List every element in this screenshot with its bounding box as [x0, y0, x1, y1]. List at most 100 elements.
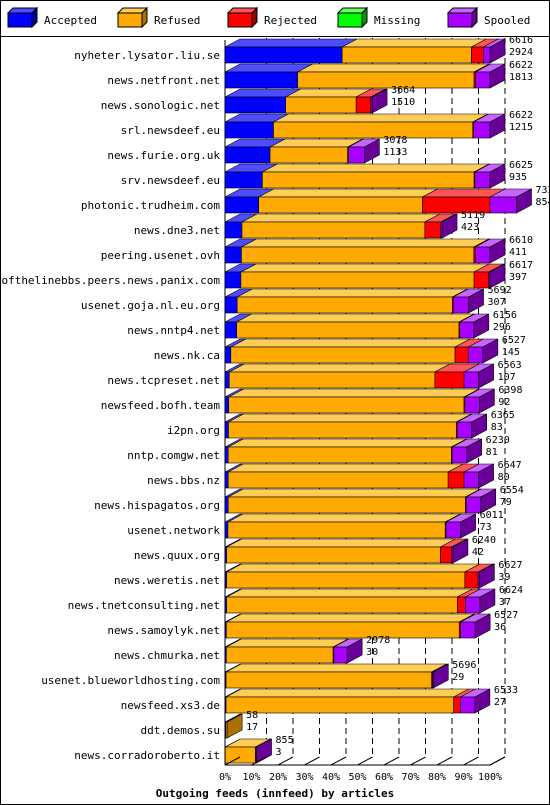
row-label: i2pn.org — [167, 424, 220, 437]
legend-swatch — [227, 12, 253, 28]
legend-item-missing: Missing — [336, 6, 420, 29]
bar-segment-refused — [227, 488, 481, 514]
bar-side — [460, 513, 476, 539]
legend-item-accepted: Accepted — [6, 6, 97, 29]
bar-face — [224, 221, 243, 239]
bar-face — [452, 296, 469, 314]
bar-segment-refused — [228, 363, 451, 389]
bar-face — [241, 221, 426, 239]
bar-top — [228, 463, 464, 473]
legend: Accepted Refused Rejected Missing Spooled — [6, 6, 530, 29]
row-label: news.tnetconsulting.net — [68, 599, 220, 612]
bar-face — [224, 321, 237, 339]
bar-side — [256, 738, 272, 764]
x-tick-mark — [436, 756, 453, 766]
x-tick-mark — [357, 756, 373, 766]
bar-segment-refused — [285, 88, 372, 114]
x-tick-mark — [304, 756, 320, 766]
bar-top — [262, 163, 490, 173]
bar-segment-spooled — [489, 188, 532, 214]
bar-face — [227, 446, 452, 464]
legend-swatch — [7, 12, 33, 28]
bar-segment-refused — [228, 413, 472, 439]
x-tick-mark — [410, 756, 426, 766]
legend-swatch — [447, 12, 473, 28]
bar-segment-refused — [241, 238, 489, 264]
bar-side — [468, 288, 484, 314]
legend-label: Missing — [374, 14, 420, 27]
bar-face — [226, 596, 458, 614]
bar-face — [228, 421, 457, 439]
bar-face — [262, 171, 475, 189]
x-tick-label: 50% — [348, 772, 366, 783]
row: photonic.trudheim.com 7336854 — [81, 185, 550, 214]
value-accepted: 80 — [498, 472, 510, 483]
bar-segment-spooled — [445, 513, 476, 539]
row-label: nyheter.lysator.liu.se — [74, 49, 220, 62]
bar-face — [224, 471, 229, 489]
bar-face — [355, 96, 372, 114]
bar-face — [460, 696, 476, 714]
x-tick-label: 40% — [322, 772, 340, 783]
bar-top — [228, 488, 481, 498]
bar-top — [258, 188, 438, 198]
value-offered: 6011 — [480, 510, 504, 521]
bar-segment-spooled — [465, 488, 496, 514]
value-offered: 6156 — [493, 310, 517, 321]
value-accepted: 30 — [366, 647, 378, 658]
bar-segment-refused — [225, 663, 447, 689]
x-tick-label: 90% — [454, 772, 472, 783]
bar-top — [226, 638, 349, 648]
bar-face — [224, 446, 229, 464]
bar-segment-refused — [341, 38, 487, 64]
bar-top — [237, 288, 468, 298]
bar-face — [240, 271, 475, 289]
value-offered: 2978 — [366, 635, 390, 646]
bar-face — [224, 746, 256, 764]
bar-segment-refused — [226, 613, 475, 639]
bar-side — [489, 238, 506, 264]
bar-side — [473, 313, 490, 339]
bar-top — [229, 363, 451, 373]
bar-face — [224, 171, 263, 189]
x-tick-label: 0% — [219, 772, 231, 783]
bar-face — [236, 296, 453, 314]
bar-side — [364, 138, 380, 164]
bar-side — [489, 263, 506, 289]
bar-face — [224, 146, 271, 164]
value-offered: 6527 — [502, 335, 526, 346]
row-label: news.weretis.net — [114, 574, 220, 587]
bar-side — [346, 638, 363, 664]
x-axis: 0% 10% 20% 30% 40% 50% 60% 70% 80% 90% 100% — [219, 756, 506, 783]
bar-face — [459, 321, 475, 339]
bar-top — [341, 38, 487, 48]
bar-face — [224, 246, 242, 264]
row-label: usenet.network — [127, 524, 220, 537]
bar-segment-refused — [230, 338, 471, 364]
bar-top — [228, 438, 467, 448]
bar-face — [341, 46, 472, 64]
value-offered: 6554 — [500, 485, 524, 496]
bar-face — [445, 521, 461, 539]
bar-segment-refused — [241, 213, 440, 239]
bar-face — [226, 546, 441, 564]
bar-face — [464, 396, 480, 414]
bar-face — [226, 621, 460, 639]
bar-face — [228, 371, 436, 389]
row-label: news.chmurka.net — [114, 649, 220, 662]
bar-segment-refused — [262, 163, 490, 189]
bar-side — [478, 363, 494, 389]
value-accepted: 73 — [480, 522, 492, 533]
value-offered: 6230 — [486, 435, 510, 446]
bar-face — [224, 271, 242, 289]
bar-side — [489, 113, 506, 139]
bar-side — [474, 688, 491, 714]
bar-segment-refused — [236, 313, 475, 339]
value-accepted: 42 — [472, 547, 484, 558]
bar-face — [224, 296, 238, 314]
bar-top — [226, 588, 473, 598]
legend-swatch — [117, 12, 143, 28]
row-label: news.netfront.net — [107, 74, 220, 87]
